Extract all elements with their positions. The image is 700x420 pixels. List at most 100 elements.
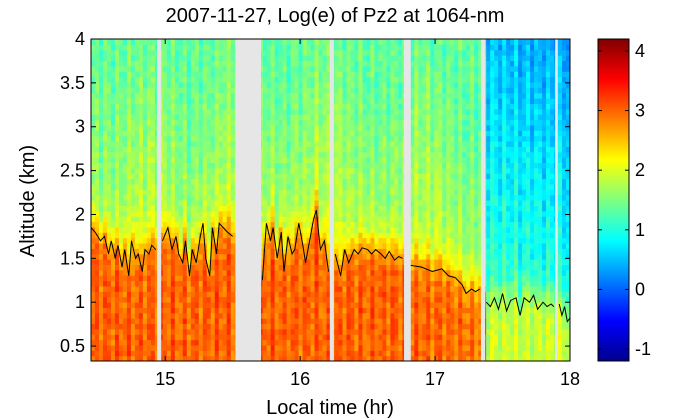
- heatmap-cell: [122, 81, 128, 88]
- heatmap-cell: [302, 92, 308, 99]
- heatmap-cell: [146, 183, 152, 190]
- heatmap-cell: [186, 183, 192, 190]
- heatmap-cell: [310, 65, 316, 72]
- heatmap-cell: [310, 81, 316, 88]
- heatmap-cell: [266, 65, 272, 72]
- heatmap-cell: [390, 210, 395, 217]
- heatmap-cell: [190, 108, 196, 115]
- heatmap-cell: [374, 173, 379, 180]
- heatmap-cell: [194, 210, 200, 217]
- heatmap-cell: [138, 151, 144, 158]
- heatmap-cell: [346, 162, 352, 169]
- heatmap-cell: [106, 103, 112, 110]
- heatmap-cell: [182, 49, 188, 56]
- heatmap-cell: [418, 248, 423, 255]
- heatmap-cell: [386, 183, 391, 190]
- heatmap-cell: [162, 312, 168, 319]
- heatmap-cell: [306, 55, 312, 62]
- heatmap-cell: [334, 103, 340, 110]
- heatmap-cell: [358, 92, 364, 99]
- heatmap-cell: [366, 114, 372, 121]
- heatmap-cell: [310, 189, 316, 196]
- heatmap-cell: [202, 318, 208, 325]
- heatmap-cell: [126, 44, 132, 51]
- heatmap-cell: [162, 285, 168, 292]
- heatmap-cell: [354, 162, 360, 169]
- heatmap-cell: [386, 200, 391, 206]
- heatmap-cell: [302, 162, 308, 169]
- heatmap-cell: [170, 296, 176, 303]
- heatmap-cell: [202, 226, 208, 233]
- heatmap-cell: [106, 140, 112, 147]
- heatmap-cell: [218, 248, 224, 255]
- heatmap-cell: [210, 71, 216, 78]
- heatmap-cell: [302, 200, 308, 206]
- heatmap-cell: [310, 264, 316, 271]
- heatmap-cell: [358, 114, 364, 121]
- heatmap-cell: [118, 328, 124, 335]
- heatmap-cell: [290, 296, 296, 303]
- heatmap-cell: [150, 140, 156, 147]
- heatmap-cell: [126, 248, 132, 255]
- heatmap-cell: [214, 344, 220, 351]
- heatmap-cell: [106, 344, 112, 351]
- heatmap-cell: [98, 92, 104, 99]
- heatmap-cell: [94, 103, 100, 110]
- heatmap-cell: [374, 55, 379, 62]
- heatmap-cell: [334, 146, 340, 153]
- heatmap-cell: [110, 328, 116, 335]
- heatmap-cell: [294, 269, 300, 276]
- heatmap-cell: [150, 205, 156, 212]
- heatmap-cell: [342, 318, 348, 325]
- heatmap-cell: [314, 92, 320, 99]
- heatmap-cell: [138, 167, 144, 174]
- heatmap-cell: [194, 280, 200, 287]
- heatmap-cell: [110, 242, 116, 249]
- heatmap-cell: [370, 296, 376, 303]
- heatmap-cell: [266, 140, 272, 147]
- heatmap-cell: [230, 291, 236, 298]
- heatmap-cell: [126, 162, 132, 169]
- heatmap-cell: [178, 237, 184, 244]
- heatmap-cell: [386, 162, 391, 169]
- heatmap-cell: [142, 350, 148, 357]
- heatmap-cell: [362, 312, 368, 319]
- heatmap-cell: [206, 162, 212, 169]
- heatmap-cell: [326, 55, 332, 62]
- heatmap-cell: [114, 60, 120, 67]
- heatmap-cell: [118, 194, 124, 201]
- heatmap-cell: [118, 285, 124, 292]
- heatmap-cell: [418, 323, 423, 330]
- heatmap-cell: [198, 81, 204, 88]
- heatmap-cell: [134, 130, 140, 137]
- heatmap-cell: [138, 87, 144, 94]
- heatmap-cell: [350, 44, 356, 51]
- heatmap-cell: [374, 242, 379, 249]
- heatmap-cell: [186, 151, 192, 158]
- heatmap-cell: [358, 264, 364, 271]
- heatmap-cell: [306, 259, 312, 265]
- heatmap-cell: [122, 103, 128, 110]
- heatmap-cell: [386, 130, 391, 137]
- heatmap-cell: [286, 49, 292, 56]
- heatmap-cell: [226, 39, 232, 45]
- heatmap-cell: [306, 98, 312, 104]
- heatmap-cell: [286, 55, 292, 62]
- heatmap-cell: [142, 119, 148, 126]
- heatmap-cell: [262, 275, 268, 282]
- heatmap-cell: [166, 216, 172, 223]
- heatmap-cell: [178, 355, 184, 361]
- heatmap-cell: [366, 76, 372, 83]
- heatmap-cell: [142, 275, 148, 282]
- heatmap-cell: [206, 323, 212, 330]
- heatmap-cell: [282, 44, 288, 51]
- heatmap-cell: [210, 253, 216, 260]
- heatmap-cell: [338, 328, 344, 335]
- heatmap-cell: [314, 55, 320, 62]
- heatmap-cell: [146, 60, 152, 67]
- heatmap-cell: [302, 114, 308, 121]
- heatmap-cell: [218, 146, 224, 153]
- heatmap-cell: [146, 226, 152, 233]
- heatmap-cell: [146, 275, 152, 282]
- heatmap-cell: [210, 119, 216, 126]
